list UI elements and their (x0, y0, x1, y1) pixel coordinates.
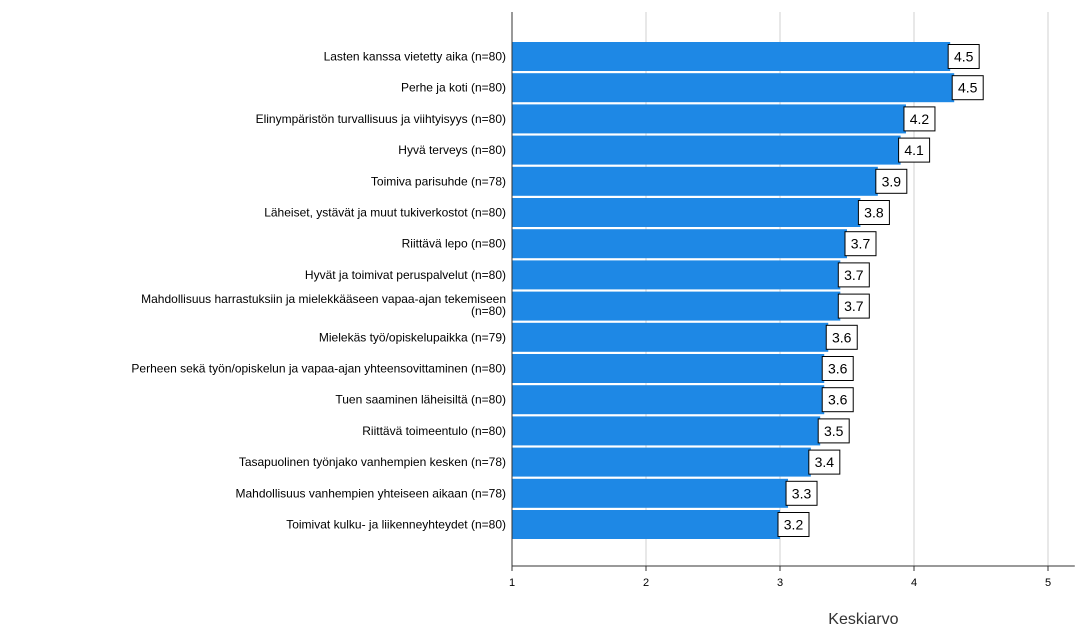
category-label: Perhe ja koti (n=80) (401, 81, 506, 95)
bar (512, 260, 841, 290)
value-label-box (837, 293, 870, 319)
value-label-box (844, 231, 877, 257)
x-tick-label: 4 (911, 577, 917, 589)
value-label-box (821, 387, 854, 413)
bar (512, 416, 821, 446)
bar (512, 104, 906, 134)
value-label: 3.7 (851, 236, 871, 252)
bar (512, 166, 878, 196)
value-label-box (817, 418, 850, 444)
category-label: Perheen sekä työn/opiskelun ja vapaa-aja… (131, 362, 506, 376)
value-label-box (808, 449, 841, 475)
value-label: 3.4 (815, 454, 835, 470)
category-label: Toimiva parisuhde (n=78) (371, 174, 506, 188)
value-label-box (825, 324, 858, 350)
category-label: Riittävä toimeentulo (n=80) (362, 424, 506, 438)
value-label: 4.1 (904, 142, 924, 158)
bar (512, 135, 901, 165)
x-axis-title: Keskiarvo (828, 611, 898, 628)
value-label: 3.3 (792, 485, 812, 501)
value-label: 4.5 (958, 80, 978, 96)
value-label: 3.8 (864, 205, 884, 221)
category-label: Läheiset, ystävät ja muut tukiverkostot … (264, 206, 506, 220)
value-label-box (821, 356, 854, 381)
bar (512, 322, 829, 352)
x-tick-label: 2 (643, 577, 649, 589)
bar (512, 229, 847, 259)
value-label: 3.7 (844, 267, 864, 283)
value-label: 4.5 (954, 49, 974, 65)
x-tick-label: 5 (1045, 577, 1051, 589)
value-label-box (777, 512, 810, 537)
value-label: 3.6 (832, 329, 852, 345)
category-label: Mahdollisuus vanhempien yhteiseen aikaan… (235, 486, 506, 500)
value-label: 3.6 (828, 361, 848, 377)
bar (512, 73, 955, 103)
category-label: Mahdollisuus harrastuksiin ja mielekkääs… (141, 292, 506, 318)
value-label-box (898, 137, 931, 163)
value-label-box (951, 75, 984, 101)
category-label: Lasten kanssa vietetty aika (n=80) (324, 50, 506, 64)
category-label: Mielekäs työ/opiskelupaikka (n=79) (319, 330, 506, 344)
value-label-box (903, 106, 936, 132)
bar (512, 478, 789, 508)
x-tick-label: 3 (777, 577, 783, 589)
category-label: Hyvä terveys (n=80) (398, 143, 506, 157)
bar (512, 291, 841, 321)
category-label: Tuen saaminen läheisiltä (n=80) (335, 393, 506, 407)
bar (512, 354, 825, 383)
value-label-box (875, 168, 908, 194)
value-label: 4.2 (910, 111, 930, 127)
value-label-box (837, 262, 870, 288)
value-label-box (857, 200, 890, 225)
value-label: 3.9 (882, 173, 902, 189)
value-label-box (785, 480, 818, 506)
value-label: 3.2 (784, 517, 804, 533)
value-label: 3.7 (844, 298, 864, 314)
category-label: Riittävä lepo (n=80) (402, 237, 506, 251)
x-tick-label: 1 (509, 577, 515, 589)
value-label: 3.6 (828, 392, 848, 408)
category-label: Tasapuolinen työnjako vanhempien kesken … (239, 455, 506, 469)
category-label: Elinympäristön turvallisuus ja viihtyisy… (256, 112, 506, 126)
value-label-box (947, 44, 980, 69)
category-label: Hyvät ja toimivat peruspalvelut (n=80) (305, 268, 506, 282)
bar (512, 385, 825, 415)
bar (512, 447, 811, 477)
category-label: Toimivat kulku- ja liikenneyhteydet (n=8… (286, 518, 506, 532)
bar (512, 510, 780, 539)
bar (512, 42, 951, 71)
value-label: 3.5 (824, 423, 844, 439)
bar (512, 198, 861, 227)
